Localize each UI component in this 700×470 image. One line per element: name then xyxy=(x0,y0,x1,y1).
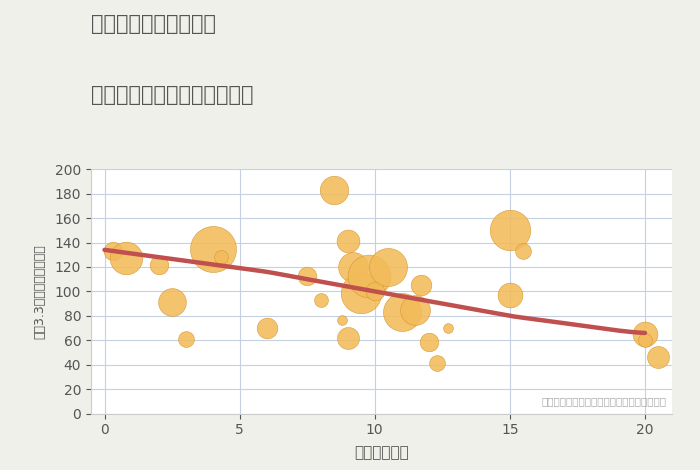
Point xyxy=(337,316,348,323)
Point xyxy=(347,263,358,271)
Point xyxy=(356,289,367,297)
Point xyxy=(180,335,191,343)
Point xyxy=(518,247,529,255)
Point xyxy=(342,237,354,245)
Point xyxy=(261,324,272,332)
Point xyxy=(342,334,354,342)
Point xyxy=(207,245,218,252)
Point xyxy=(504,291,515,299)
Point xyxy=(653,353,664,361)
Point xyxy=(315,296,326,304)
Point xyxy=(215,253,226,261)
Point xyxy=(431,360,442,367)
Point xyxy=(120,255,132,262)
Point xyxy=(639,330,650,338)
Point xyxy=(410,306,421,313)
Point xyxy=(424,338,435,345)
Point xyxy=(396,308,407,316)
Point xyxy=(442,324,454,332)
Point xyxy=(328,186,339,194)
Point xyxy=(504,227,515,234)
Point xyxy=(167,298,178,306)
Y-axis label: 坪（3.3㎡）単価（万円）: 坪（3.3㎡）単価（万円） xyxy=(34,244,46,339)
Point xyxy=(369,288,380,295)
Point xyxy=(415,282,426,289)
Text: 円の大きさは、取引のあった物件面積を示す: 円の大きさは、取引のあった物件面積を示す xyxy=(541,396,666,406)
X-axis label: 駅距離（分）: 駅距離（分） xyxy=(354,446,409,461)
Text: 駅距離別中古マンション価格: 駅距離別中古マンション価格 xyxy=(91,85,253,105)
Point xyxy=(639,337,650,344)
Text: 兵庫県尼崎市崇徳院の: 兵庫県尼崎市崇徳院の xyxy=(91,14,216,34)
Point xyxy=(364,272,375,279)
Point xyxy=(153,261,164,268)
Point xyxy=(383,263,394,271)
Point xyxy=(107,247,118,255)
Point xyxy=(302,272,313,279)
